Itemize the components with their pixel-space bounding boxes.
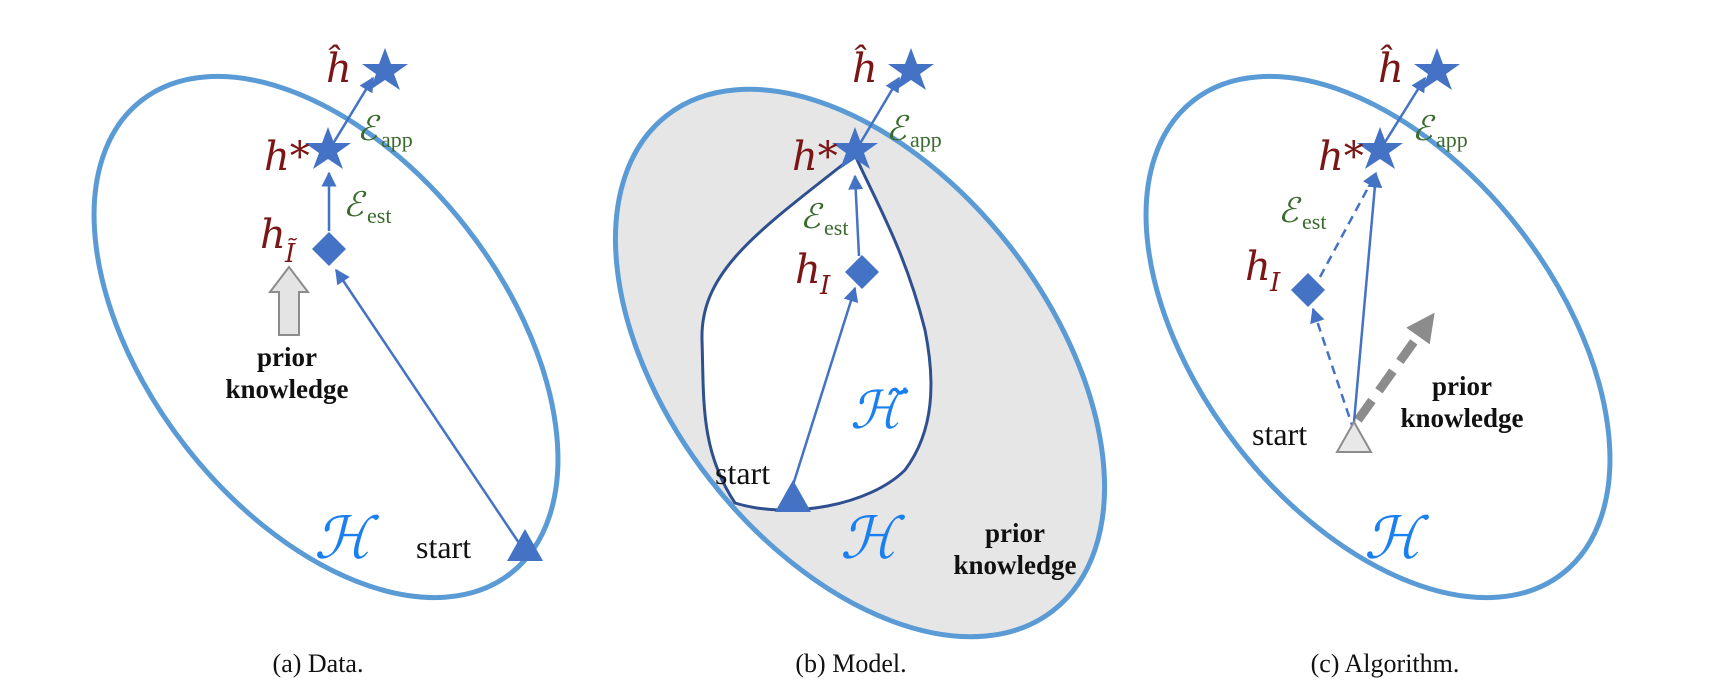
estimation-error-subscript: est <box>367 203 391 228</box>
reduced-space-label: ℋ̃ <box>850 381 909 441</box>
caption-b: (b) Model. <box>795 649 906 678</box>
h-hat-label: ĥ <box>326 45 352 92</box>
panel-a: ĥ h* ℰ app ℰ est h Ĩ prior knowledge ℋ s… <box>91 45 561 678</box>
estimation-error-label: ℰ <box>1278 191 1302 231</box>
h-star-label: h* <box>1318 134 1364 180</box>
estimation-error-label: ℰ <box>800 197 824 237</box>
h-node-diamond <box>1291 273 1325 307</box>
h-node-subscript: Ĩ <box>284 237 298 269</box>
hypothesis-space-ellipse <box>91 73 561 601</box>
panel-c: ĥ h* ℰ app ℰ est h I prior knowledge sta… <box>1143 45 1613 678</box>
hypothesis-space-label: ℋ <box>840 504 906 572</box>
h-hat-star <box>1414 48 1460 90</box>
start-triangle <box>1335 419 1373 453</box>
estimation-error-subscript: est <box>1302 209 1326 234</box>
h-node-diamond <box>312 232 346 266</box>
path-start-to-h-star <box>1352 172 1383 423</box>
h-hat-label: ĥ <box>852 45 878 92</box>
approximation-error-arrow <box>856 76 901 148</box>
hypothesis-space-label: ℋ <box>1364 504 1430 572</box>
h-node-subscript: I <box>1269 268 1281 298</box>
h-node-label: h <box>795 247 821 293</box>
h-hat-star <box>888 48 934 90</box>
h-star-label: h* <box>264 134 310 180</box>
h-hat-label: ĥ <box>1378 45 1404 92</box>
hypothesis-space-label: ℋ <box>314 504 380 572</box>
h-star-star <box>1357 127 1403 169</box>
path-start-to-h <box>334 268 523 547</box>
prior-knowledge-arrow <box>1354 312 1435 423</box>
caption-a: (a) Data. <box>273 649 364 678</box>
approximation-error-subscript: app <box>381 127 413 152</box>
approximation-error-label: ℰ <box>886 109 910 149</box>
start-label: start <box>715 455 770 491</box>
start-triangle <box>507 529 543 561</box>
panel-b: ĥ h* ℰ app ℰ est h I ℋ̃ start ℋ prior kn… <box>612 45 1108 678</box>
prior-knowledge-line2: knowledge <box>225 374 348 404</box>
estimation-error-label: ℰ <box>343 185 367 225</box>
estimation-error-arrow-dashed <box>1318 171 1378 278</box>
h-hat-star <box>362 48 408 90</box>
path-start-to-h <box>791 286 859 486</box>
prior-knowledge-line2: knowledge <box>1400 403 1523 433</box>
h-node-label: h <box>260 212 286 258</box>
h-node-label: h <box>1245 244 1271 290</box>
approximation-error-label: ℰ <box>1412 109 1436 149</box>
start-triangle <box>775 480 811 512</box>
prior-knowledge-line1: prior <box>985 518 1045 548</box>
approximation-error-label: ℰ <box>357 109 381 149</box>
start-label: start <box>416 529 471 565</box>
start-label: start <box>1252 416 1307 452</box>
approximation-error-arrow <box>1380 76 1427 148</box>
path-start-to-h-dashed <box>1310 307 1356 432</box>
prior-knowledge-line2: knowledge <box>953 550 1076 580</box>
h-star-star <box>832 127 878 169</box>
caption-c: (c) Algorithm. <box>1311 649 1460 678</box>
prior-knowledge-line1: prior <box>257 342 317 372</box>
estimation-error-subscript: est <box>824 215 848 240</box>
h-star-star <box>305 127 351 169</box>
estimation-error-arrow <box>848 174 864 257</box>
approximation-error-subscript: app <box>910 127 942 152</box>
approximation-error-subscript: app <box>1436 127 1468 152</box>
h-node-diamond <box>845 255 879 289</box>
h-star-label: h* <box>792 134 838 180</box>
approximation-error-arrow <box>329 76 375 148</box>
h-node-subscript: I <box>819 271 831 301</box>
prior-knowledge-arrow <box>267 265 311 336</box>
hypothesis-space-ellipse <box>1143 73 1613 601</box>
prior-knowledge-line1: prior <box>1432 371 1492 401</box>
